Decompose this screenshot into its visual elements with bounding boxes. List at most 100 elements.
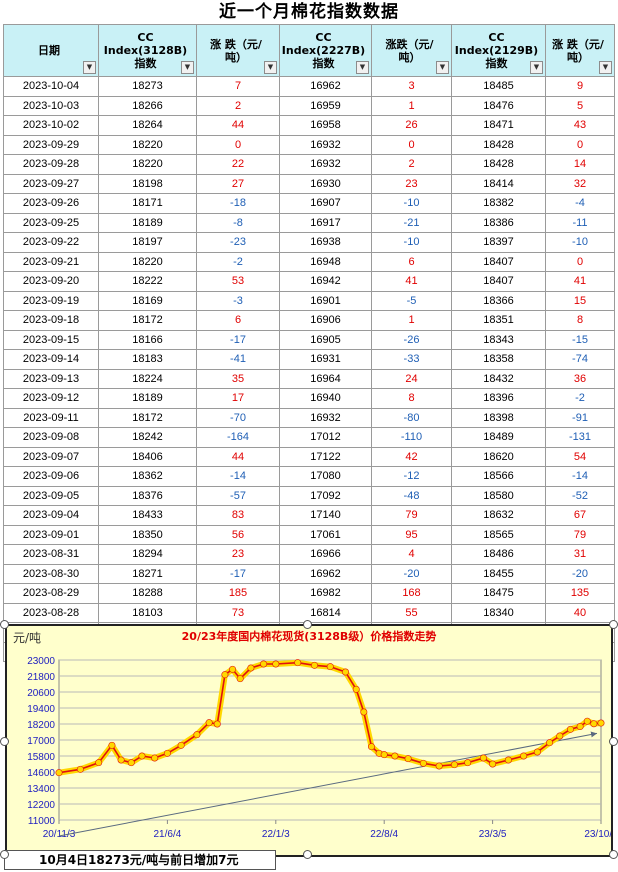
- table-cell-change-2227b[interactable]: 79: [371, 505, 452, 526]
- filter-dropdown-icon[interactable]: ▼: [264, 61, 277, 74]
- table-cell-change-3128b[interactable]: -14: [196, 466, 280, 487]
- table-cell-cc-index-2227b[interactable]: 17012: [279, 427, 372, 448]
- table-cell-cc-index-2227b[interactable]: 17092: [279, 485, 372, 506]
- table-cell-change-2129b[interactable]: -20: [545, 563, 615, 584]
- table-cell-date[interactable]: 2023-09-15: [3, 329, 99, 350]
- filter-dropdown-icon[interactable]: ▼: [530, 61, 543, 74]
- table-cell-cc-index-2227b[interactable]: 17061: [279, 524, 372, 545]
- table-cell-cc-index-2129b[interactable]: 18566: [451, 466, 546, 487]
- table-cell-cc-index-2227b[interactable]: 16906: [279, 310, 372, 331]
- table-cell-change-2227b[interactable]: 42: [371, 446, 452, 467]
- table-cell-date[interactable]: 2023-10-04: [3, 76, 99, 97]
- table-cell-cc-index-3128b[interactable]: 18224: [98, 368, 197, 389]
- price-index-chart[interactable]: 23000 21800 20600 19400 18200 17000 15800 14600…: [5, 624, 613, 857]
- table-cell-change-3128b[interactable]: 0: [196, 134, 280, 155]
- table-cell-cc-index-3128b[interactable]: 18220: [98, 154, 197, 175]
- table-cell-change-3128b[interactable]: 73: [196, 602, 280, 623]
- table-cell-change-2129b[interactable]: -91: [545, 407, 615, 428]
- table-cell-cc-index-3128b[interactable]: 18169: [98, 290, 197, 311]
- table-cell-cc-index-2227b[interactable]: 16931: [279, 349, 372, 370]
- table-cell-cc-index-3128b[interactable]: 18172: [98, 407, 197, 428]
- table-cell-cc-index-3128b[interactable]: 18183: [98, 349, 197, 370]
- table-cell-change-2129b[interactable]: -131: [545, 427, 615, 448]
- table-cell-change-2227b[interactable]: -26: [371, 329, 452, 350]
- table-cell-date[interactable]: 2023-09-08: [3, 427, 99, 448]
- table-cell-date[interactable]: 2023-09-26: [3, 193, 99, 214]
- table-cell-date[interactable]: 2023-09-25: [3, 212, 99, 233]
- table-cell-change-2129b[interactable]: 40: [545, 602, 615, 623]
- table-cell-date[interactable]: 2023-09-27: [3, 173, 99, 194]
- table-cell-cc-index-2129b[interactable]: 18476: [451, 95, 546, 116]
- table-cell-change-2129b[interactable]: 43: [545, 115, 615, 136]
- table-cell-cc-index-2129b[interactable]: 18396: [451, 388, 546, 409]
- table-cell-cc-index-2129b[interactable]: 18471: [451, 115, 546, 136]
- table-cell-change-2129b[interactable]: -4: [545, 193, 615, 214]
- table-cell-change-2227b[interactable]: -12: [371, 466, 452, 487]
- table-cell-cc-index-3128b[interactable]: 18242: [98, 427, 197, 448]
- table-cell-change-2129b[interactable]: 9: [545, 76, 615, 97]
- table-cell-change-2129b[interactable]: -14: [545, 466, 615, 487]
- table-cell-cc-index-2227b[interactable]: 16962: [279, 563, 372, 584]
- table-cell-cc-index-3128b[interactable]: 18220: [98, 251, 197, 272]
- table-cell-cc-index-2129b[interactable]: 18397: [451, 232, 546, 253]
- resize-handle[interactable]: [0, 737, 9, 746]
- table-cell-cc-index-3128b[interactable]: 18406: [98, 446, 197, 467]
- table-cell-change-2227b[interactable]: 26: [371, 115, 452, 136]
- table-cell-change-2227b[interactable]: 24: [371, 368, 452, 389]
- table-cell-date[interactable]: 2023-09-12: [3, 388, 99, 409]
- table-cell-change-2129b[interactable]: 54: [545, 446, 615, 467]
- table-cell-cc-index-2227b[interactable]: 16930: [279, 173, 372, 194]
- table-cell-change-2129b[interactable]: 31: [545, 544, 615, 565]
- table-cell-cc-index-2129b[interactable]: 18620: [451, 446, 546, 467]
- table-cell-cc-index-2227b[interactable]: 17080: [279, 466, 372, 487]
- resize-handle[interactable]: [609, 737, 618, 746]
- resize-handle[interactable]: [609, 850, 618, 859]
- table-cell-cc-index-2227b[interactable]: 16917: [279, 212, 372, 233]
- table-cell-cc-index-2227b[interactable]: 16959: [279, 95, 372, 116]
- table-cell-change-3128b[interactable]: 7: [196, 76, 280, 97]
- filter-dropdown-icon[interactable]: ▼: [436, 61, 449, 74]
- table-cell-cc-index-2129b[interactable]: 18407: [451, 271, 546, 292]
- table-cell-cc-index-2129b[interactable]: 18486: [451, 544, 546, 565]
- table-cell-change-2227b[interactable]: 0: [371, 134, 452, 155]
- table-cell-change-3128b[interactable]: 2: [196, 95, 280, 116]
- table-cell-date[interactable]: 2023-10-02: [3, 115, 99, 136]
- table-cell-change-3128b[interactable]: -17: [196, 329, 280, 350]
- table-cell-change-2227b[interactable]: -48: [371, 485, 452, 506]
- table-cell-change-2227b[interactable]: -80: [371, 407, 452, 428]
- table-cell-change-3128b[interactable]: 27: [196, 173, 280, 194]
- table-cell-cc-index-2227b[interactable]: 16938: [279, 232, 372, 253]
- table-cell-cc-index-2129b[interactable]: 18565: [451, 524, 546, 545]
- table-cell-cc-index-2129b[interactable]: 18489: [451, 427, 546, 448]
- filter-dropdown-icon[interactable]: ▼: [181, 61, 194, 74]
- table-cell-cc-index-3128b[interactable]: 18222: [98, 271, 197, 292]
- table-cell-cc-index-2227b[interactable]: 16982: [279, 583, 372, 604]
- table-cell-change-2227b[interactable]: 55: [371, 602, 452, 623]
- table-cell-change-2129b[interactable]: 41: [545, 271, 615, 292]
- table-cell-change-3128b[interactable]: 44: [196, 446, 280, 467]
- table-cell-cc-index-2227b[interactable]: 16907: [279, 193, 372, 214]
- table-cell-date[interactable]: 2023-09-18: [3, 310, 99, 331]
- table-cell-cc-index-3128b[interactable]: 18197: [98, 232, 197, 253]
- table-cell-cc-index-3128b[interactable]: 18350: [98, 524, 197, 545]
- table-cell-cc-index-2227b[interactable]: 16940: [279, 388, 372, 409]
- table-cell-cc-index-2227b[interactable]: 16814: [279, 602, 372, 623]
- table-cell-change-2227b[interactable]: -10: [371, 193, 452, 214]
- table-cell-cc-index-2129b[interactable]: 18428: [451, 154, 546, 175]
- table-cell-date[interactable]: 2023-09-07: [3, 446, 99, 467]
- table-cell-cc-index-2129b[interactable]: 18386: [451, 212, 546, 233]
- table-cell-cc-index-2129b[interactable]: 18382: [451, 193, 546, 214]
- table-cell-change-2129b[interactable]: -10: [545, 232, 615, 253]
- table-cell-cc-index-2129b[interactable]: 18432: [451, 368, 546, 389]
- table-cell-cc-index-2129b[interactable]: 18485: [451, 76, 546, 97]
- table-cell-date[interactable]: 2023-10-03: [3, 95, 99, 116]
- table-cell-change-2227b[interactable]: 3: [371, 76, 452, 97]
- table-cell-cc-index-2129b[interactable]: 18366: [451, 290, 546, 311]
- table-cell-change-3128b[interactable]: 22: [196, 154, 280, 175]
- table-cell-date[interactable]: 2023-08-29: [3, 583, 99, 604]
- table-cell-cc-index-2129b[interactable]: 18340: [451, 602, 546, 623]
- table-cell-change-3128b[interactable]: -164: [196, 427, 280, 448]
- table-cell-date[interactable]: 2023-09-11: [3, 407, 99, 428]
- filter-dropdown-icon[interactable]: ▼: [83, 61, 96, 74]
- table-cell-date[interactable]: 2023-09-05: [3, 485, 99, 506]
